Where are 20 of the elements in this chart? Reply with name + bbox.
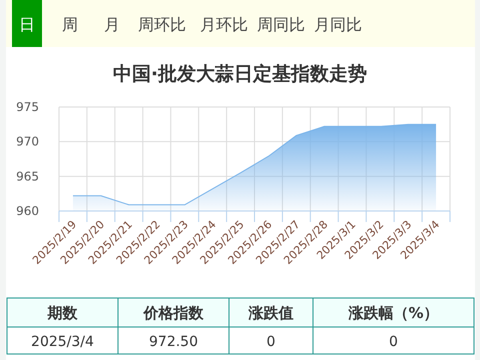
text: 0	[266, 334, 276, 350]
text: 周	[62, 15, 78, 34]
y-tick-label: 960	[16, 204, 39, 218]
text: 涨跌值	[248, 304, 294, 322]
y-tick-label: 975	[16, 100, 39, 114]
text: 0	[389, 334, 398, 350]
text: 月同比	[314, 15, 362, 34]
text: 涨跌幅（%）	[347, 304, 439, 322]
y-tick-label: 965	[16, 169, 39, 184]
text: 价格指数	[142, 304, 204, 322]
text: 2025/3/4	[31, 334, 94, 350]
y-tick-label: 970	[16, 134, 39, 149]
text: 周环比	[138, 15, 186, 34]
text: 月	[104, 15, 120, 34]
chart-title: 中国·批发大蒜日定基指数走势	[112, 63, 368, 85]
text: 周同比	[257, 15, 305, 34]
text: 972.50	[149, 334, 198, 350]
text: 期数	[46, 304, 78, 322]
text: 月环比	[200, 15, 248, 34]
text: 日	[19, 15, 35, 34]
